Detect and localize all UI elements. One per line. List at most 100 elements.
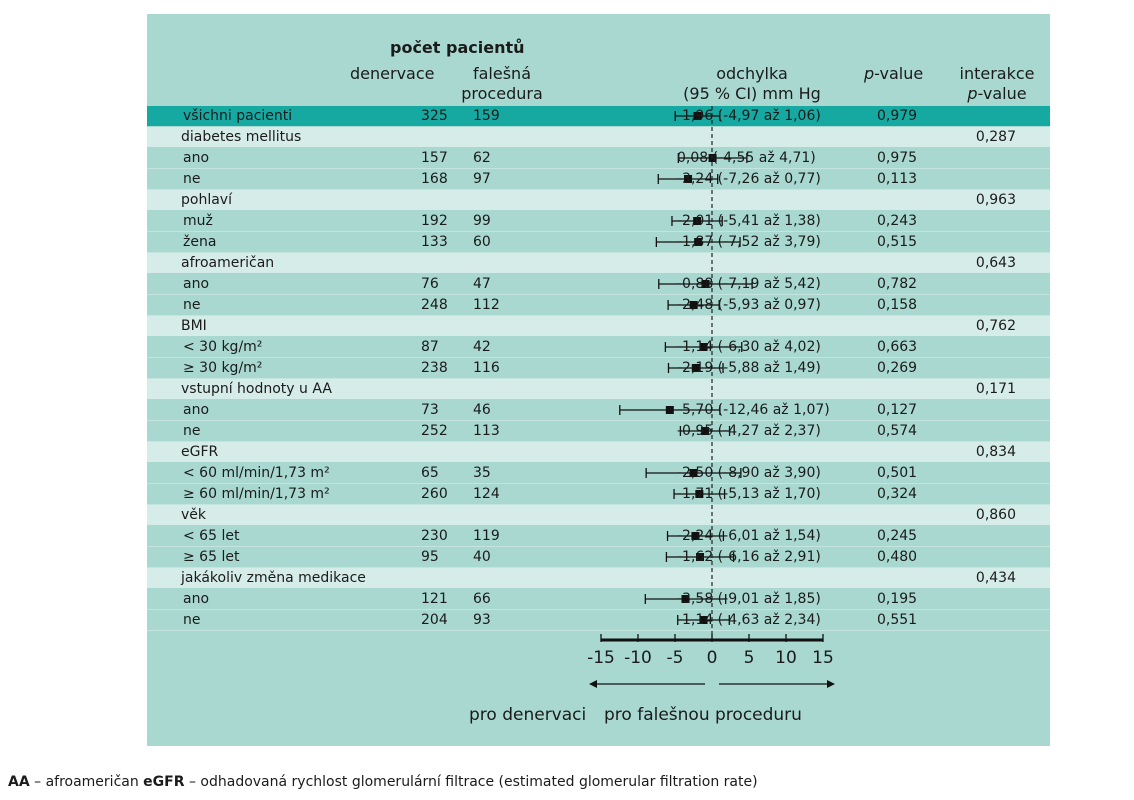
interaction-p-value: 0,963 [975, 192, 1016, 208]
x-tick-label: -15 [587, 648, 615, 668]
row-label: BMI [181, 318, 207, 334]
count-sham: 119 [473, 528, 500, 544]
row-band [147, 505, 1050, 525]
row-label: muž [183, 213, 213, 229]
arrow-right-head [827, 680, 835, 688]
p-value: 0,515 [877, 234, 918, 250]
ci-text: -3,24 (-7,26 až 0,77) [677, 171, 821, 187]
count-sham: 47 [473, 276, 491, 292]
count-denervation: 204 [421, 612, 448, 628]
count-sham: 112 [473, 297, 500, 313]
count-denervation: 168 [421, 171, 448, 187]
ci-text: -1,14 (-4,63 až 2,34) [677, 612, 821, 628]
x-tick-label: -5 [666, 648, 684, 668]
row-band [147, 568, 1050, 588]
row-band [147, 316, 1050, 336]
row-label: ne [183, 612, 201, 628]
point-estimate [693, 112, 702, 120]
interaction-p-value: 0,834 [975, 444, 1016, 460]
count-sham: 116 [473, 360, 500, 376]
row-band [147, 127, 1050, 147]
row-label: ano [183, 150, 210, 166]
ci-text: -2,01 (-5,41 až 1,38) [677, 213, 821, 229]
interaction-p-value: 0,643 [975, 255, 1016, 271]
ci-text: -1,96 (-4,97 až 1,06) [677, 108, 821, 124]
count-sham: 124 [473, 486, 500, 502]
point-estimate [691, 364, 700, 372]
x-tick-label: 15 [812, 648, 834, 668]
header-difference: odchylka (95 % CI) mm Hg [667, 64, 837, 104]
ci-text: -1,62 (-6,16 až 2,91) [677, 549, 821, 565]
x-tick-label: 5 [743, 648, 755, 668]
row-band [147, 253, 1050, 273]
interaction-p-value: 0,434 [975, 570, 1016, 586]
x-tick-label: -10 [624, 648, 652, 668]
header-denervation: denervace [350, 64, 435, 83]
footnote-abbr-egfr: eGFR [143, 774, 185, 790]
p-value: 0,113 [877, 171, 918, 187]
row-label: ≥ 30 kg/m² [183, 360, 263, 376]
row-label: < 65 let [183, 528, 240, 544]
count-sham: 42 [473, 339, 491, 355]
count-denervation: 73 [421, 402, 439, 418]
header-sham-line1: falešná [472, 64, 531, 83]
ci-text: -2,19 (-5,88 až 1,49) [677, 360, 821, 376]
interaction-p-value: 0,860 [975, 507, 1016, 523]
count-sham: 40 [473, 549, 491, 565]
row-label: ne [183, 171, 201, 187]
point-estimate [684, 175, 693, 183]
count-denervation: 238 [421, 360, 448, 376]
row-label: < 60 ml/min/1,73 m² [183, 465, 330, 481]
header-sham: falešná procedura [455, 64, 549, 104]
p-value: 0,245 [877, 528, 918, 544]
p-value: 0,324 [877, 486, 918, 502]
footnote-abbr-aa: AA [8, 774, 30, 790]
count-denervation: 230 [421, 528, 448, 544]
point-estimate [694, 238, 703, 246]
header-difference-line1: odchylka [716, 64, 788, 83]
header-sham-line2: procedura [461, 84, 543, 103]
row-label: eGFR [181, 444, 219, 460]
p-value: 0,663 [877, 339, 918, 355]
count-sham: 60 [473, 234, 491, 250]
interaction-p-value: 0,762 [975, 318, 1016, 334]
point-estimate [700, 427, 709, 435]
footnote-def-aa: – afroameričan [29, 774, 144, 790]
row-label: jakákoliv změna medikace [181, 570, 366, 586]
row-label: ano [183, 402, 210, 418]
row-label: ≥ 60 ml/min/1,73 m² [183, 486, 330, 502]
count-sham: 97 [473, 171, 491, 187]
ci-text: -2,50 (-8,90 až 3,90) [677, 465, 821, 481]
point-estimate [691, 532, 700, 540]
ci-text: -0,95 (-4,27 až 2,37) [677, 423, 821, 439]
ci-text: -5,70 (-12,46 až 1,07) [677, 402, 830, 418]
p-value: 0,975 [877, 150, 918, 166]
row-label: ne [183, 423, 201, 439]
direction-left-label: pro denervaci [469, 705, 587, 725]
point-estimate [701, 280, 710, 288]
point-estimate [689, 469, 698, 477]
count-sham: 35 [473, 465, 491, 481]
x-tick-label: 0 [706, 648, 718, 668]
p-value: 0,269 [877, 360, 918, 376]
footnote-def-egfr: – odhadovaná rychlost glomerulární filtr… [184, 774, 758, 790]
point-estimate [696, 553, 705, 561]
header-pvalue-italic: p [864, 64, 875, 83]
row-label: pohlaví [181, 192, 232, 208]
count-denervation: 325 [421, 108, 448, 124]
count-denervation: 65 [421, 465, 439, 481]
p-value: 0,480 [877, 549, 918, 565]
row-label: žena [183, 234, 217, 250]
count-denervation: 260 [421, 486, 448, 502]
point-estimate [665, 406, 674, 414]
header-interaction-line2: p-value [947, 84, 1047, 104]
count-denervation: 248 [421, 297, 448, 313]
row-label: ne [183, 297, 201, 313]
p-value: 0,158 [877, 297, 918, 313]
count-sham: 66 [473, 591, 491, 607]
point-estimate [681, 595, 690, 603]
p-value: 0,501 [877, 465, 918, 481]
header-interaction-rest: -value [977, 84, 1027, 103]
ci-text: 0,08 (-4,55 až 4,71) [677, 150, 816, 166]
p-value: 0,551 [877, 612, 918, 628]
